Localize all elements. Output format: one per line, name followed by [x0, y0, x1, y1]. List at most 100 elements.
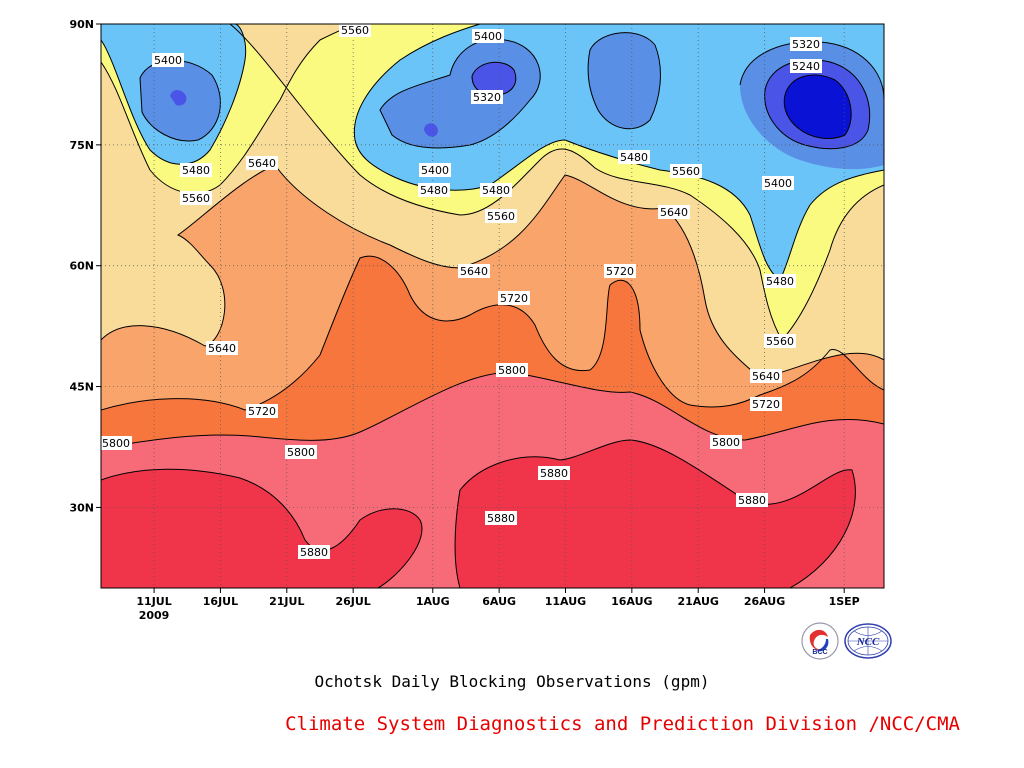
svg-text:5880: 5880 [540, 467, 568, 480]
svg-text:5480: 5480 [420, 184, 448, 197]
contour-label-5560: 5560 [764, 334, 796, 348]
x-tick-label-21AUG: 21AUG [677, 595, 718, 608]
x-tick-label-1AUG: 1AUG [416, 595, 450, 608]
contour-label-5880: 5880 [736, 493, 768, 507]
svg-text:5240: 5240 [792, 60, 820, 73]
contour-label-5320: 5320 [790, 37, 822, 51]
svg-text:5400: 5400 [764, 177, 792, 190]
svg-text:5640: 5640 [660, 206, 688, 219]
contour-label-5400: 5400 [152, 53, 184, 67]
y-axis: 30N 45N 60N 75N 90N [69, 18, 101, 514]
svg-text:5800: 5800 [102, 437, 130, 450]
x-tick-label-11JUL: 11JUL [136, 595, 171, 608]
plot-frame [100, 23, 885, 589]
svg-text:5320: 5320 [473, 91, 501, 104]
contour-label-5800: 5800 [496, 363, 528, 377]
x-tick-label-11AUG: 11AUG [545, 595, 586, 608]
svg-text:5400: 5400 [421, 164, 449, 177]
contour-label-5480: 5480 [480, 183, 512, 197]
band-5240-5320-west [170, 90, 187, 106]
contour-label-5400: 5400 [762, 176, 794, 190]
ncc-logo-text: NCC [856, 636, 880, 648]
contour-label-5640: 5640 [458, 264, 490, 278]
contour-label-5240: 5240 [790, 59, 822, 73]
y-tick-label-90N: 90N [69, 18, 94, 31]
svg-text:5880: 5880 [738, 494, 766, 507]
svg-text:5480: 5480 [182, 164, 210, 177]
bcc-logo: BCC [801, 622, 839, 660]
svg-text:5480: 5480 [766, 275, 794, 288]
svg-text:5640: 5640 [460, 265, 488, 278]
svg-text:5640: 5640 [248, 157, 276, 170]
svg-text:5320: 5320 [792, 38, 820, 51]
contour-label-5560: 5560 [485, 209, 517, 223]
contour-label-5640: 5640 [246, 156, 278, 170]
contour-label-5480: 5480 [180, 163, 212, 177]
svg-text:5720: 5720 [606, 265, 634, 278]
svg-text:5880: 5880 [300, 546, 328, 559]
svg-text:5560: 5560 [487, 210, 515, 223]
svg-text:5560: 5560 [182, 192, 210, 205]
contour-label-5560: 5560 [339, 24, 371, 37]
contour-label-5800: 5800 [285, 445, 317, 459]
contour-label-5720: 5720 [246, 404, 278, 418]
contour-label-5480: 5480 [618, 150, 650, 164]
svg-text:5640: 5640 [752, 370, 780, 383]
x-axis: 11JUL 16JUL 21JUL 26JUL 1AUG 6AUG 11AUG 16AUG 21… [136, 588, 860, 608]
contour-label-5880: 5880 [538, 466, 570, 480]
svg-text:5880: 5880 [487, 512, 515, 525]
bcc-logo-text: BCC [812, 649, 827, 656]
contour-label-5800: 5800 [710, 435, 742, 449]
contour-label-5400: 5400 [472, 29, 504, 43]
svg-text:5720: 5720 [752, 398, 780, 411]
contour-label-5880: 5880 [298, 545, 330, 559]
band-5240-5320-center-small [424, 123, 438, 137]
contour-label-5640: 5640 [658, 205, 690, 219]
svg-text:5800: 5800 [287, 446, 315, 459]
svg-text:5640: 5640 [208, 342, 236, 355]
contour-label-5320: 5320 [471, 90, 503, 104]
svg-text:5560: 5560 [766, 335, 794, 348]
svg-text:5400: 5400 [474, 30, 502, 43]
x-tick-label-21JUL: 21JUL [269, 595, 304, 608]
x-tick-label-6AUG: 6AUG [482, 595, 516, 608]
contour-label-5880: 5880 [485, 511, 517, 525]
svg-text:5480: 5480 [620, 151, 648, 164]
contour-label-5480: 5480 [764, 274, 796, 288]
contour-label-layer: 5560 5400 5320 5240 5400 5320 5400 5480 5480 5560… [101, 24, 822, 559]
svg-text:5800: 5800 [712, 436, 740, 449]
y-tick-label-75N: 75N [69, 139, 94, 152]
contour-label-5800: 5800 [101, 436, 132, 450]
x-tick-label-16AUG: 16AUG [611, 595, 652, 608]
svg-text:5560: 5560 [672, 165, 700, 178]
contour-label-5400: 5400 [419, 163, 451, 177]
band-5320-5400-center2 [588, 32, 661, 129]
contour-label-5720: 5720 [498, 291, 530, 305]
contour-fill-layer: 5560 5400 5320 5240 5400 5320 5400 5480 5480 5560… [101, 24, 884, 588]
band-5240-5320-center [472, 62, 516, 95]
contour-label-5640: 5640 [750, 369, 782, 383]
x-tick-label-16JUL: 16JUL [203, 595, 238, 608]
chart-title: Ochotsk Daily Blocking Observations (gpm… [314, 672, 710, 691]
svg-text:5720: 5720 [500, 292, 528, 305]
contour-label-5720: 5720 [604, 264, 636, 278]
contour-label-5560: 5560 [180, 191, 212, 205]
svg-text:5800: 5800 [498, 364, 526, 377]
contour-label-5720: 5720 [750, 397, 782, 411]
contour-label-5480: 5480 [418, 183, 450, 197]
x-axis-year-label: 2009 [139, 609, 170, 622]
contour-label-5560: 5560 [670, 164, 702, 178]
gridlines [101, 24, 884, 588]
svg-text:5560: 5560 [341, 24, 369, 37]
x-tick-label-26JUL: 26JUL [335, 595, 370, 608]
contour-label-5640: 5640 [206, 341, 238, 355]
credit-line: Climate System Diagnostics and Predictio… [285, 713, 960, 735]
ncc-logo: NCC [844, 623, 892, 659]
svg-text:5400: 5400 [154, 54, 182, 67]
svg-text:5720: 5720 [248, 405, 276, 418]
svg-text:5480: 5480 [482, 184, 510, 197]
y-tick-label-30N: 30N [69, 501, 94, 514]
x-tick-label-26AUG: 26AUG [744, 595, 785, 608]
y-tick-label-60N: 60N [69, 260, 94, 273]
